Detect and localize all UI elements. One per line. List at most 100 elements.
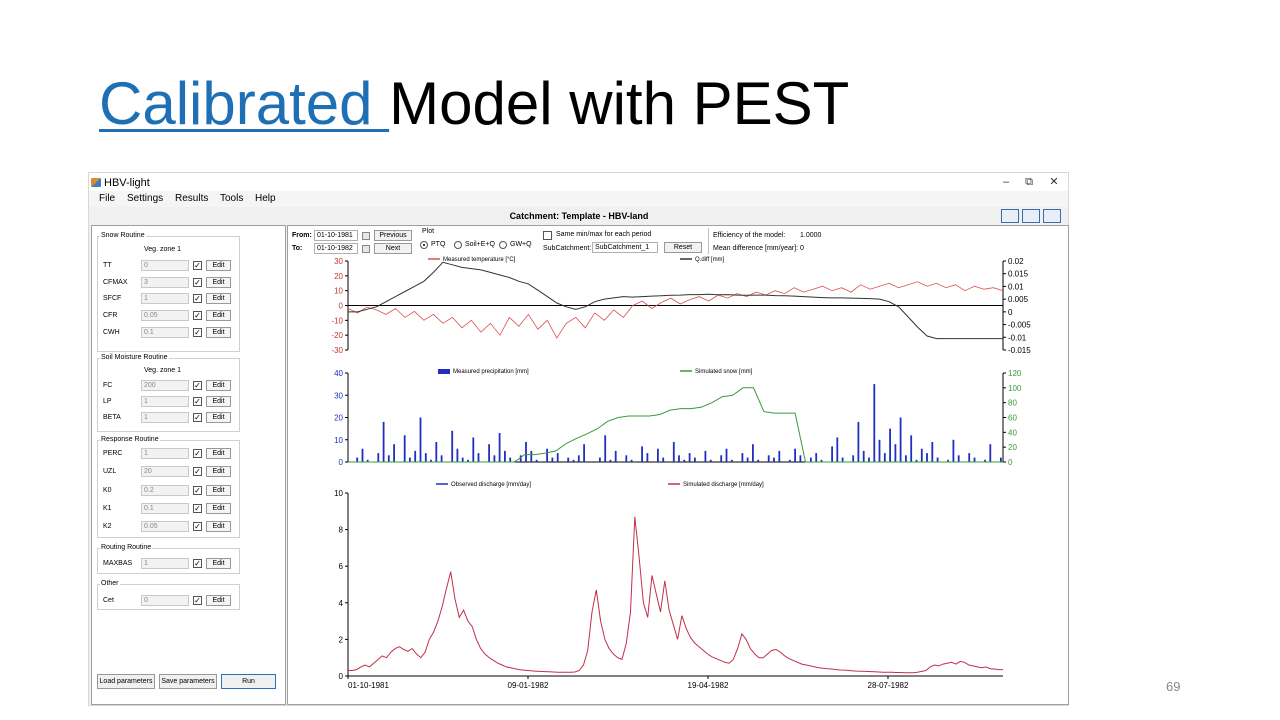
precipitation-bar [915, 459, 918, 462]
precipitation-bar [757, 459, 760, 462]
run-button[interactable]: Run [221, 674, 276, 689]
param-row-k1: K1 0.1 ✓ Edit [100, 503, 240, 515]
window-title: HBV-light [104, 177, 150, 189]
subcatchment-select[interactable]: SubCatchment_1 [592, 242, 658, 253]
app-icon [91, 178, 101, 187]
param-value[interactable]: 0.1 [141, 327, 189, 338]
check-icon[interactable]: ✓ [193, 559, 202, 568]
edit-button[interactable]: Edit [206, 277, 231, 288]
minimize-icon[interactable]: – [1002, 176, 1010, 188]
param-value[interactable]: 1 [141, 448, 189, 459]
param-value[interactable]: 3 [141, 277, 189, 288]
edit-button[interactable]: Edit [206, 503, 231, 514]
param-name: CWH [103, 329, 120, 336]
to-date-input[interactable]: 01-10-1982 [314, 243, 358, 254]
edit-button[interactable]: Edit [206, 412, 231, 423]
catchment-bar: Catchment: Template - HBV-land [89, 207, 1068, 225]
precipitation-bar [741, 453, 744, 462]
discharge-x-tick-label: 28-07-1982 [868, 681, 909, 690]
menu-settings[interactable]: Settings [127, 193, 164, 204]
load-parameters-button[interactable]: Load parameters [97, 674, 155, 689]
from-date-input[interactable]: 01-10-1981 [314, 230, 358, 241]
check-icon[interactable]: ✓ [193, 486, 202, 495]
param-value[interactable]: 1 [141, 396, 189, 407]
edit-button[interactable]: Edit [206, 310, 231, 321]
check-icon[interactable]: ✓ [193, 261, 202, 270]
param-value[interactable]: 20 [141, 466, 189, 477]
param-value[interactable]: 0.2 [141, 485, 189, 496]
snow-series-line [348, 387, 1003, 463]
edit-button[interactable]: Edit [206, 558, 231, 569]
menu-file[interactable]: File [99, 193, 116, 204]
check-icon[interactable]: ✓ [193, 311, 202, 320]
precipitation-bar [456, 448, 459, 462]
precipitation-bar [556, 453, 559, 462]
subcatchment-label: SubCatchment: [543, 245, 592, 252]
param-value[interactable]: 1 [141, 412, 189, 423]
menu-tools[interactable]: Tools [220, 193, 244, 204]
radio-ptq[interactable] [420, 241, 428, 249]
calendar-icon[interactable] [362, 232, 370, 240]
param-value[interactable]: 0.05 [141, 310, 189, 321]
precipitation-bar [356, 457, 359, 463]
edit-button[interactable]: Edit [206, 396, 231, 407]
edit-button[interactable]: Edit [206, 293, 231, 304]
check-icon[interactable]: ✓ [193, 504, 202, 513]
check-icon[interactable]: ✓ [193, 449, 202, 458]
check-icon[interactable]: ✓ [193, 397, 202, 406]
param-value[interactable]: 1 [141, 558, 189, 569]
check-icon[interactable]: ✓ [193, 596, 202, 605]
radio-gw[interactable] [499, 241, 507, 249]
reset-button[interactable]: Reset [664, 242, 702, 253]
save-parameters-button[interactable]: Save parameters [159, 674, 217, 689]
calendar-icon[interactable] [362, 245, 370, 253]
param-value[interactable]: 0 [141, 260, 189, 271]
check-icon[interactable]: ✓ [193, 381, 202, 390]
precipitation-bar [746, 457, 749, 463]
from-label: From: [292, 232, 312, 239]
edit-button[interactable]: Edit [206, 485, 231, 496]
menu-help[interactable]: Help [255, 193, 276, 204]
view-right-icon[interactable] [1043, 209, 1061, 223]
edit-button[interactable]: Edit [206, 521, 231, 532]
check-icon[interactable]: ✓ [193, 522, 202, 531]
edit-button[interactable]: Edit [206, 448, 231, 459]
precipitation-bar [952, 439, 955, 463]
check-icon[interactable]: ✓ [193, 413, 202, 422]
menu-results[interactable]: Results [175, 193, 209, 204]
edit-button[interactable]: Edit [206, 595, 231, 606]
observed-discharge-legend-label: Observed discharge [mm/day] [451, 482, 531, 488]
edit-button[interactable]: Edit [206, 260, 231, 271]
discharge-x-tick-label: 01-10-1981 [348, 681, 389, 690]
close-icon[interactable]: ✕ [1049, 176, 1059, 188]
previous-button[interactable]: Previous [374, 230, 412, 241]
title-link[interactable]: Calibrated [99, 70, 390, 137]
precipitation-bar [931, 442, 934, 462]
param-value[interactable]: 200 [141, 380, 189, 391]
next-button[interactable]: Next [374, 243, 412, 254]
param-value[interactable]: 0 [141, 595, 189, 606]
check-icon[interactable]: ✓ [193, 328, 202, 337]
precipitation-bar [968, 453, 971, 462]
check-icon[interactable]: ✓ [193, 467, 202, 476]
param-value[interactable]: 0.1 [141, 503, 189, 514]
param-value[interactable]: 0.05 [141, 521, 189, 532]
radio-soil[interactable] [454, 241, 462, 249]
check-icon[interactable]: ✓ [193, 294, 202, 303]
param-value[interactable]: 1 [141, 293, 189, 304]
same-minmax-checkbox[interactable] [543, 231, 552, 240]
edit-button[interactable]: Edit [206, 466, 231, 477]
edit-button[interactable]: Edit [206, 327, 231, 338]
precipitation-bar [683, 459, 686, 462]
check-icon[interactable]: ✓ [193, 278, 202, 287]
qdiff-series-line [348, 261, 1003, 340]
restore-icon[interactable]: ⧉ [1025, 176, 1033, 188]
edit-button[interactable]: Edit [206, 380, 231, 391]
precipitation-bar [419, 417, 422, 462]
qdiff-y-tick-label: -0.015 [1008, 346, 1031, 355]
group-title-soil: Soil Moisture Routine [100, 354, 169, 361]
window-titlebar[interactable]: HBV-light – ⧉ ✕ [89, 173, 1068, 191]
view-left-icon[interactable] [1001, 209, 1019, 223]
precipitation-legend-label: Measured precipitation [mm] [453, 369, 529, 375]
view-split-icon[interactable] [1022, 209, 1040, 223]
